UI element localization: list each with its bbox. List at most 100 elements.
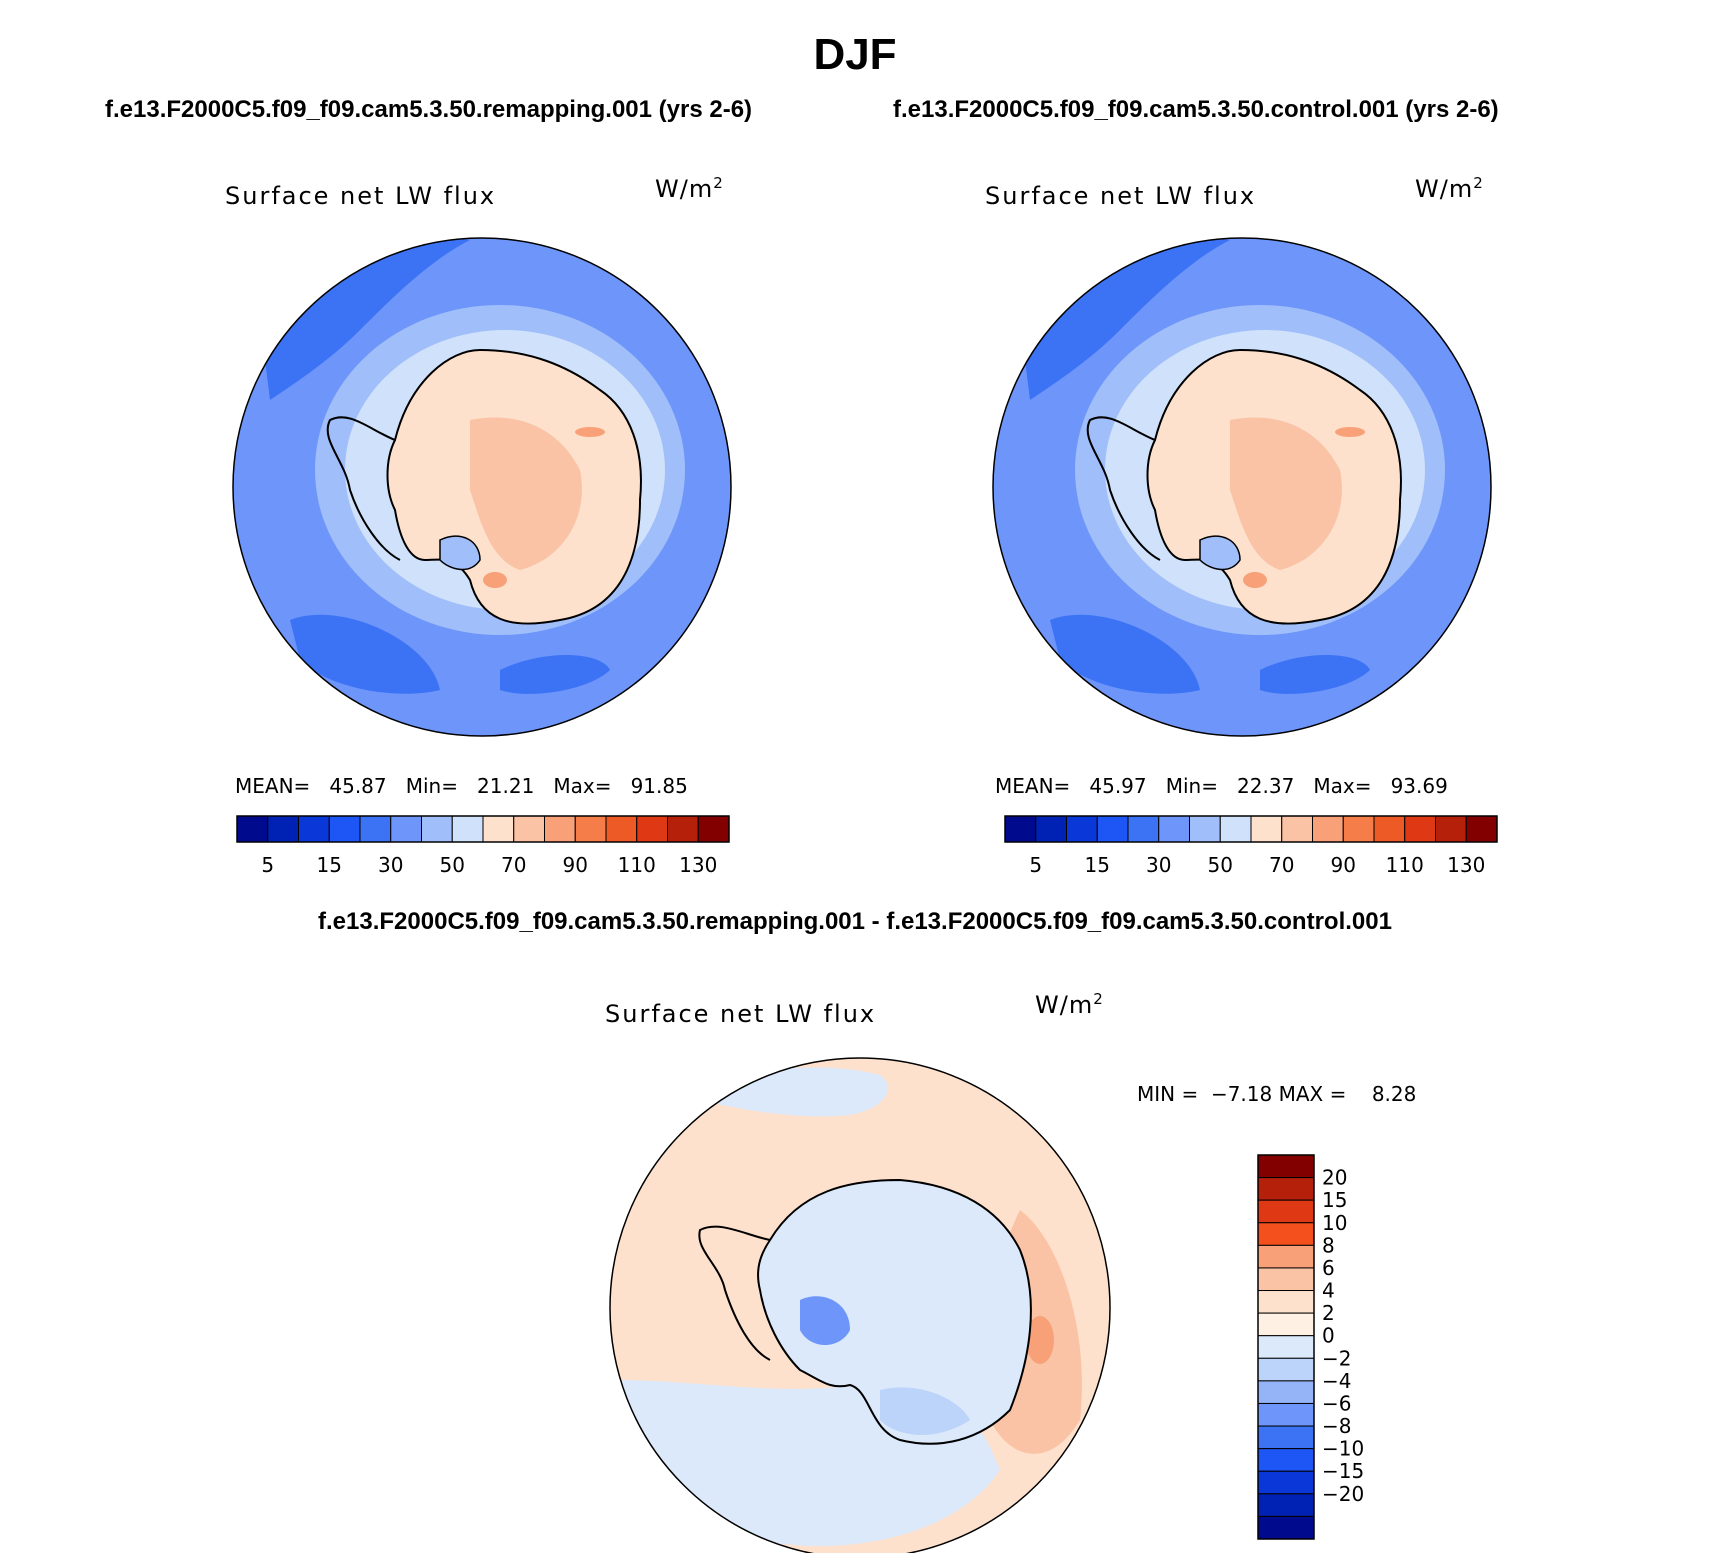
panel-3-colorbar-tick-label: −4 <box>1322 1369 1351 1393</box>
panel-1-colorbar-box <box>421 815 453 843</box>
panel-1-colorbar-box <box>236 815 269 843</box>
panel-1-colorbar-box <box>482 815 515 843</box>
panel-2-colorbar-tick-label: 70 <box>1269 853 1294 877</box>
panel-3-colorbar-box <box>1257 1199 1315 1224</box>
panel-2-colorbar-box <box>1465 815 1498 843</box>
panel-2-colorbar-box <box>1035 815 1067 843</box>
panel-3-colorbar-box <box>1257 1312 1315 1337</box>
panel-1-colorbar-tick-label: 130 <box>679 853 717 877</box>
panel-1-colorbar-box <box>667 815 699 843</box>
panel-2-colorbar-tick-label: 110 <box>1386 853 1424 877</box>
hotspot-east <box>1335 427 1365 437</box>
panel-1-colorbar-tick-label: 50 <box>440 853 465 877</box>
panel-2-colorbar-tick-label: 15 <box>1085 853 1110 877</box>
continent-interior-high <box>470 417 582 570</box>
panel-1-subtitle: f.e13.F2000C5.f09_f09.cam5.3.50.remappin… <box>105 96 753 123</box>
panel-1-stats: MEAN= 45.87 Min= 21.21 Max= 91.85 <box>235 774 688 798</box>
panel-2-subtitle: f.e13.F2000C5.f09_f09.cam5.3.50.control.… <box>893 96 1499 123</box>
panel-1-colorbar-tick-label: 70 <box>501 853 526 877</box>
panel-3-colorbar-tick-label: −10 <box>1322 1437 1364 1461</box>
panel-2-colorbar-box <box>1312 815 1344 843</box>
panel-3-colorbar-tick-label: −2 <box>1322 1346 1351 1370</box>
panel-3-colorbar-tick-label: 2 <box>1322 1301 1335 1325</box>
panel-3-colorbar-tick-label: 0 <box>1322 1324 1335 1348</box>
panel-2-colorbar-box <box>1219 815 1252 843</box>
panel-1-plot-title: Surface net LW flux <box>225 182 497 210</box>
hotspot-ross <box>483 572 507 588</box>
panel-2-colorbar-box <box>1096 815 1129 843</box>
panel-2-colorbar-tick-label: 90 <box>1331 853 1356 877</box>
panel-3-map-border <box>609 1057 1111 1553</box>
panel-1-units: W/m2 <box>655 174 724 203</box>
panel-3-colorbar-tick-label: −8 <box>1322 1414 1351 1438</box>
panel-3-colorbar-box <box>1257 1222 1315 1246</box>
hotspot-east <box>575 427 605 437</box>
panel-2-colorbar-box <box>1189 815 1221 843</box>
panel-2-units: W/m2 <box>1415 174 1484 203</box>
panel-3-colorbar-tick-label: 20 <box>1322 1166 1347 1190</box>
panel-1-colorbar-box <box>513 815 545 843</box>
southwest-low-flux-region <box>1050 614 1200 694</box>
panel-3-colorbar-tick-label: 10 <box>1322 1211 1347 1235</box>
panel-2-colorbar-box <box>1435 815 1467 843</box>
panel-3-stats: MIN = −7.18 MAX = 8.28 <box>1137 1082 1417 1106</box>
panel-3-colorbar-box <box>1257 1357 1315 1382</box>
panel-3-colorbar-box <box>1257 1267 1315 1292</box>
panel-1-colorbar-box <box>605 815 638 843</box>
panel-2-map <box>993 238 1491 736</box>
panel-3-colorbar-box <box>1257 1290 1315 1314</box>
panel-2-colorbar-box <box>1250 815 1283 843</box>
panel-3-colorbar-tick-label: 6 <box>1322 1256 1335 1280</box>
panel-2-colorbar-box <box>1158 815 1190 843</box>
panel-1-map-border <box>232 237 732 737</box>
panel-2-map-border <box>992 237 1492 737</box>
panel-2-plot-title: Surface net LW flux <box>985 182 1257 210</box>
panel-1-colorbar-box <box>574 815 607 843</box>
panel-2-colorbar-box <box>1342 815 1375 843</box>
diff-antarctica-continent <box>757 1178 1032 1445</box>
panel-1-colorbar-tick-label: 90 <box>563 853 588 877</box>
panel-3-colorbar-box <box>1257 1470 1315 1495</box>
panel-3-colorbar-box <box>1257 1448 1315 1472</box>
hotspot-ross <box>1243 572 1267 588</box>
panel-3-colorbar-box <box>1257 1380 1315 1404</box>
panel-3-map <box>610 1058 1110 1553</box>
panel-1-colorbar-box <box>451 815 484 843</box>
diff-subtitle: f.e13.F2000C5.f09_f09.cam5.3.50.remappin… <box>318 908 1392 935</box>
panel-1-colorbar-tick-label: 110 <box>618 853 656 877</box>
panel-3-colorbar-box <box>1257 1493 1315 1517</box>
panel-3-colorbar-box <box>1257 1177 1315 1201</box>
panel-1-colorbar-frame <box>236 815 730 843</box>
panel-1-map <box>233 238 731 736</box>
panel-3-colorbar-tick-label: −20 <box>1322 1482 1364 1506</box>
panel-1-colorbar-box <box>636 815 668 843</box>
panel-1-colorbar-box <box>359 815 392 843</box>
panel-1-colorbar-box <box>267 815 299 843</box>
continent-interior-high <box>1230 417 1342 570</box>
panel-2-colorbar-box <box>1373 815 1406 843</box>
panel-3-colorbar-box <box>1257 1425 1315 1450</box>
peninsula-coastline <box>1086 416 1161 561</box>
panel-2-colorbar-box <box>1127 815 1160 843</box>
peninsula-coastline <box>326 416 401 561</box>
panel-1-colorbar-box <box>390 815 422 843</box>
panel-2-colorbar-box <box>1066 815 1098 843</box>
panel-3-colorbar-box <box>1257 1402 1315 1427</box>
panel-1-colorbar: 5 15 30 50 70 90 110 130 <box>236 815 730 877</box>
panel-2-colorbar-tick-label: 30 <box>1146 853 1171 877</box>
panel-3-colorbar-tick-label: 8 <box>1322 1233 1335 1257</box>
diff-min-region <box>800 1296 850 1345</box>
panel-1-colorbar-box <box>328 815 361 843</box>
panel-3-colorbar-frame <box>1257 1154 1315 1540</box>
panel-3-colorbar-tick-label: −6 <box>1322 1391 1351 1415</box>
panel-3-colorbar-tick-label: −15 <box>1322 1459 1364 1483</box>
panel-2-colorbar-frame <box>1004 815 1498 843</box>
panel-3-colorbar-box <box>1257 1335 1315 1359</box>
panel-3-colorbar-box <box>1257 1154 1315 1179</box>
panel-3-colorbar-box <box>1257 1244 1315 1269</box>
panel-3-plot-title: Surface net LW flux <box>605 1000 877 1028</box>
ross-ice-shelf <box>439 535 481 571</box>
panel-2-colorbar-box <box>1404 815 1436 843</box>
panel-3-colorbar-box <box>1257 1515 1315 1540</box>
